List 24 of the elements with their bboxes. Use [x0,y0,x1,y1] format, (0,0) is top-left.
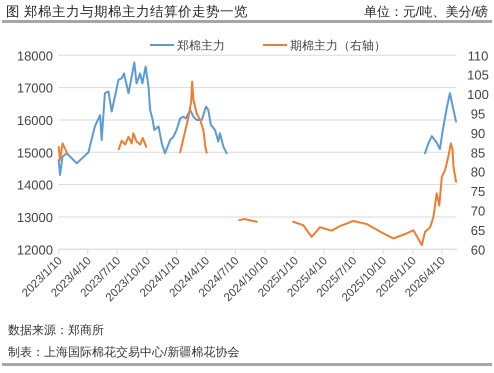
y2-tick-label: 80 [470,164,486,180]
y2-tick-label: 90 [470,126,486,141]
source-note: 数据来源：郑商所 [8,323,104,337]
y-tick-label: 16000 [16,112,53,128]
y-tick-label: 13000 [16,210,53,225]
y2-tick-label: 70 [470,204,486,218]
legend-label: 郑棉主力 [177,38,225,52]
y-tick-label: 12000 [16,242,53,258]
y2-tick-label: 100 [467,87,489,102]
y-tick-label: 14000 [16,178,53,193]
y2-tick-label: 95 [470,106,486,122]
y2-tick-label: 105 [467,68,489,83]
y2-tick-label: 75 [470,184,486,200]
legend-label: 期棉主力（右轴） [290,38,386,52]
y2-tick-label: 85 [470,145,486,160]
y2-tick-label: 110 [468,48,488,64]
y-tick-label: 18000 [16,48,53,64]
y-tick-label: 17000 [16,80,53,96]
text: 单位：元/吨、美分/磅 [364,4,488,19]
text: 制表：上海国际棉花交易中心/新疆棉花协会 [8,345,240,359]
y2-tick-label: 65 [470,222,486,238]
title: 图 郑棉主力与期棉主力结算价走势一览 [6,4,248,19]
y2-tick-label: 60 [470,242,486,258]
y-tick-label: 15000 [16,145,53,160]
